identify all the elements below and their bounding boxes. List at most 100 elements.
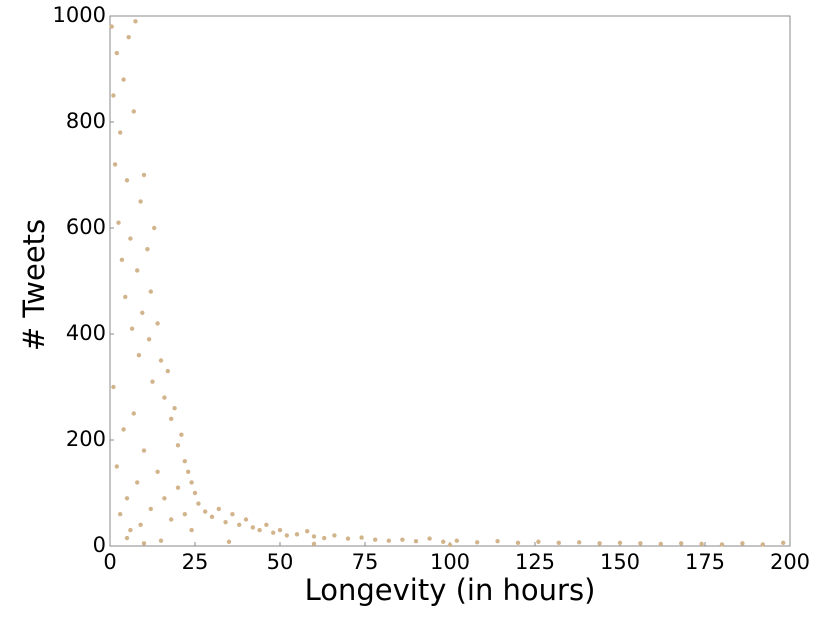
point [322,535,327,541]
point [257,527,262,533]
point [138,199,143,204]
y-tick-label: 0 [93,533,106,557]
x-tick-label: 25 [182,550,209,574]
point [250,525,255,530]
x-tick-label: 0 [103,550,116,574]
point [699,541,704,547]
point [495,539,500,544]
x-tick-label: 200 [770,550,810,574]
x-tick-label: 75 [352,550,379,574]
point [373,537,378,542]
point [230,512,235,517]
point [226,539,232,544]
point [400,537,405,542]
point [129,326,135,331]
point [597,541,602,546]
point [264,522,269,527]
point [169,517,174,522]
point [223,519,228,525]
point [162,395,167,400]
point [126,35,131,40]
point [148,289,153,294]
point [175,443,181,448]
point [150,379,155,384]
point [475,540,480,545]
plot-frame [109,15,791,547]
point [148,506,153,512]
point [638,541,643,546]
y-tick-label: 400 [66,321,106,345]
point [128,527,133,533]
point [131,109,136,114]
point [119,257,125,262]
point [169,416,174,421]
point [192,490,198,496]
point [172,406,177,411]
point [277,527,283,533]
point [719,542,725,547]
point [556,540,561,546]
point [186,469,191,474]
point [427,536,432,541]
point [577,540,582,545]
point [189,480,194,485]
point [237,522,242,527]
point [760,542,765,547]
point [679,541,684,546]
point [294,532,300,537]
x-tick-label: 125 [515,550,555,574]
point [133,19,138,24]
point [359,535,364,540]
point [345,536,351,541]
point [128,236,133,241]
point [740,541,745,546]
y-tick-label: 600 [66,215,106,239]
point [123,294,128,300]
point [138,522,143,527]
point [165,368,170,374]
point [332,533,337,538]
point [141,541,147,546]
point [114,464,120,469]
point [454,538,459,543]
point [271,530,276,535]
point [118,512,123,517]
x-tick-label: 100 [430,550,470,574]
point [216,506,221,512]
point [146,337,152,342]
point [158,538,164,543]
y-tick-label: 800 [66,109,106,133]
point [109,24,114,29]
y-axis-label: # Tweets [17,219,51,351]
point [121,427,126,432]
point [413,539,419,544]
point [189,527,194,533]
point [311,541,317,547]
point [515,540,521,546]
point [114,50,120,56]
x-tick-label: 50 [267,550,294,574]
point [196,501,201,506]
point [140,310,145,315]
point [111,93,116,98]
point [131,411,136,416]
point [141,172,147,178]
point [112,162,118,167]
point [441,539,446,544]
point [141,448,147,453]
point [145,247,150,252]
point [311,534,317,539]
point [116,220,121,225]
point [182,459,187,464]
point [121,77,126,82]
y-tick-label: 200 [66,427,106,451]
point [243,517,249,522]
point [179,432,184,437]
point [155,469,160,474]
point [447,542,453,548]
point [162,496,167,501]
point [182,512,187,517]
point [386,538,391,543]
point [136,353,142,358]
